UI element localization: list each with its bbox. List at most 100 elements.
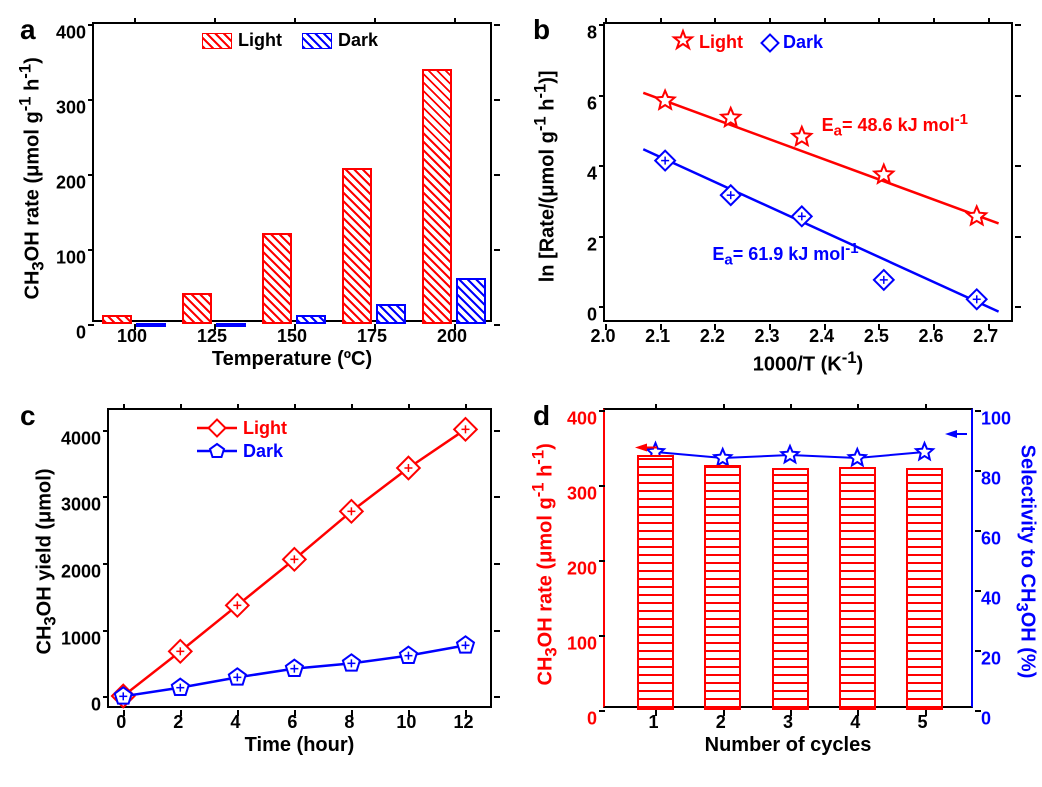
bar-cycle-4: [839, 467, 876, 710]
tick-label: 2: [173, 712, 183, 733]
tick-label: 125: [197, 326, 227, 347]
bar-dark-175: [376, 304, 406, 324]
chart-area-d: [603, 408, 973, 708]
tick-label: 175: [357, 326, 387, 347]
panel-b: b Light Dark ln [Rate/(μmol g-1 h-1)] 10…: [525, 12, 1030, 390]
legend-item-light-c: Light: [197, 418, 287, 439]
panel-label-b: b: [533, 14, 550, 46]
tick-label: 300: [547, 483, 597, 504]
tick-label: 100: [117, 326, 147, 347]
tick-label: 400: [547, 408, 597, 429]
tick-label: 400: [36, 23, 86, 44]
tick-label: 100: [36, 248, 86, 269]
tick-label: 300: [36, 98, 86, 119]
legend-label-dark-a: Dark: [338, 30, 378, 51]
tick-label: 10: [396, 712, 416, 733]
xlabel-d: Number of cycles: [603, 734, 973, 757]
tick-label: 200: [36, 173, 86, 194]
tick-label: 6: [287, 712, 297, 733]
xlabel-a: Temperature (ºC): [92, 348, 492, 371]
tick-label: 2: [716, 712, 726, 733]
tick-label: 2.0: [590, 326, 615, 347]
tick-label: 12: [453, 712, 473, 733]
legend-item-dark-c: Dark: [197, 441, 287, 462]
bar-light-100: [102, 315, 132, 324]
tick-label: 3000: [51, 495, 101, 516]
bar-light-150: [262, 233, 292, 325]
legend-label-light-a: Light: [238, 30, 282, 51]
legend-label-dark-c: Dark: [243, 441, 283, 462]
tick-label: 100: [981, 408, 1011, 429]
legend-c: Light Dark: [197, 418, 287, 462]
tick-label: 0: [981, 708, 991, 729]
legend-item-light-a: Light: [202, 30, 282, 51]
tick-label: 150: [277, 326, 307, 347]
tick-label: 2: [547, 234, 597, 255]
annotation: Ea= 61.9 kJ mol-1: [712, 240, 858, 269]
diamond-icon: [760, 33, 780, 53]
legend-swatch-dark: [302, 33, 332, 49]
tick-label: 5: [918, 712, 928, 733]
tick-label: 2.3: [754, 326, 779, 347]
legend-label-light-c: Light: [243, 418, 287, 439]
tick-label: 100: [547, 633, 597, 654]
tick-label: 8: [344, 712, 354, 733]
panel-c: c Light Dark CH3OH yield (μmol) Time (ho: [12, 398, 517, 776]
panel-label-d: d: [533, 400, 550, 432]
bar-cycle-5: [906, 468, 943, 710]
legend-item-dark-b: Dark: [763, 30, 823, 55]
panel-label-a: a: [20, 14, 36, 46]
tick-label: 80: [981, 468, 1001, 489]
tick-label: 40: [981, 588, 1001, 609]
tick-label: 0: [51, 695, 101, 716]
tick-label: 1000: [51, 628, 101, 649]
bar-light-125: [182, 293, 212, 325]
xlabel-b: 1000/T (K-1): [603, 348, 1013, 377]
legend-b: Light Dark: [673, 30, 823, 55]
legend-label-light-b: Light: [699, 32, 743, 53]
legend-line-dark-c: [197, 442, 237, 460]
annotation: Ea= 48.6 kJ mol-1: [822, 111, 968, 140]
bar-cycle-3: [772, 468, 809, 710]
panel-d: d CH3OH rate (μmol g-1 h-1) Selectivity …: [525, 398, 1030, 776]
svg-c: [109, 410, 494, 710]
tick-label: 200: [547, 558, 597, 579]
tick-label: 2.2: [700, 326, 725, 347]
bar-dark-150: [296, 315, 326, 324]
tick-label: 1: [648, 712, 658, 733]
tick-label: 6: [547, 93, 597, 114]
tick-label: 8: [547, 23, 597, 44]
tick-label: 0: [547, 305, 597, 326]
panel-a: a Light Dark CH3OH rate (μmol g-1 h-1) T…: [12, 12, 517, 390]
y2label-d: Selectivity to CH3OH (%): [1012, 411, 1039, 711]
xlabel-c: Time (hour): [107, 734, 492, 757]
tick-label: 4: [850, 712, 860, 733]
legend-item-dark-a: Dark: [302, 30, 378, 51]
tick-label: 200: [437, 326, 467, 347]
svg-b: [605, 24, 1015, 324]
tick-label: 0: [116, 712, 126, 733]
tick-label: 2.4: [809, 326, 834, 347]
bar-cycle-1: [637, 455, 674, 710]
tick-label: 0: [547, 708, 597, 729]
legend-item-light-b: Light: [673, 30, 743, 55]
chart-area-b: [603, 22, 1013, 322]
bar-light-175: [342, 168, 372, 324]
bar-cycle-2: [704, 465, 741, 710]
star-icon: [673, 30, 693, 55]
tick-label: 2.6: [918, 326, 943, 347]
tick-label: 4: [230, 712, 240, 733]
tick-label: 2000: [51, 561, 101, 582]
tick-label: 2.1: [645, 326, 670, 347]
bar-dark-200: [456, 278, 486, 325]
panel-label-c: c: [20, 400, 36, 432]
tick-label: 4: [547, 164, 597, 185]
tick-label: 2.7: [973, 326, 998, 347]
chart-area-a: [92, 22, 492, 322]
chart-area-c: [107, 408, 492, 708]
tick-label: 3: [783, 712, 793, 733]
legend-label-dark-b: Dark: [783, 32, 823, 53]
tick-label: 60: [981, 528, 1001, 549]
tick-label: 2.5: [864, 326, 889, 347]
tick-label: 4000: [51, 428, 101, 449]
